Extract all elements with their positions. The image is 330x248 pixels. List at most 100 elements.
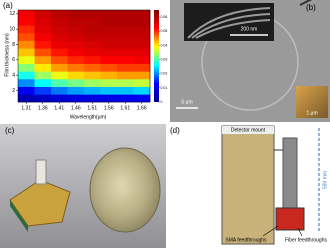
heatmap-cell bbox=[117, 71, 134, 80]
heatmap-cell bbox=[51, 40, 68, 49]
heatmap-cell bbox=[67, 94, 85, 103]
heatmap-cell bbox=[34, 63, 52, 72]
heatmap-cell bbox=[18, 33, 35, 41]
heatmap-cell bbox=[84, 71, 101, 80]
x-tick-label: 1.61 bbox=[120, 105, 130, 111]
heatmap-cell bbox=[18, 56, 35, 64]
heatmap-cell bbox=[67, 40, 85, 49]
y-tick-label: 2 bbox=[12, 88, 15, 94]
coin bbox=[89, 147, 161, 233]
heatmap-cell bbox=[100, 25, 118, 34]
heatmap-cell bbox=[67, 63, 85, 72]
x-tick-label: 1.36 bbox=[38, 105, 48, 111]
x-tick-label: 1.46 bbox=[71, 105, 81, 111]
heatmap-cell bbox=[100, 33, 118, 41]
plot-frame bbox=[17, 9, 151, 103]
heatmap-cell bbox=[117, 86, 134, 95]
heatmap-cell bbox=[133, 48, 151, 57]
annotation: SMA feedthroughs bbox=[225, 237, 267, 243]
heatmap-cell bbox=[67, 25, 85, 34]
x-tick-label: 1.51 bbox=[87, 105, 97, 111]
heatmap-cell bbox=[67, 56, 85, 64]
heatmap-cell bbox=[67, 71, 85, 80]
heatmap-cell bbox=[133, 40, 151, 49]
colorbar-tick-label: 0.02 bbox=[161, 72, 168, 76]
heatmap-cell bbox=[133, 79, 151, 87]
panel-label: (a) bbox=[3, 1, 13, 10]
heatmap-cell bbox=[84, 33, 101, 41]
heatmap-cell bbox=[18, 40, 35, 49]
heatmap-cell bbox=[133, 63, 151, 72]
heatmap-cell bbox=[117, 48, 134, 57]
x-tick-label: 1.66 bbox=[137, 105, 147, 111]
heatmap-cell bbox=[51, 25, 68, 34]
heatmap-cell bbox=[84, 94, 101, 103]
y-tick-label: 10 bbox=[9, 26, 15, 32]
heatmap-cell bbox=[100, 17, 118, 26]
annotation: Fiber feedthroughs bbox=[285, 237, 327, 243]
heatmap-cell bbox=[133, 94, 151, 103]
panel-label: (b) bbox=[306, 3, 316, 12]
annotation: Detector mount bbox=[231, 127, 266, 133]
heatmap-cell bbox=[67, 10, 85, 18]
heatmap-cell bbox=[34, 17, 52, 26]
heatmap-cell bbox=[117, 10, 134, 18]
annotation: 590 mm bbox=[322, 171, 328, 189]
colorbar-tick-label: 0.03 bbox=[161, 57, 168, 61]
heatmap-cell bbox=[18, 48, 35, 57]
scale-text: 1 μm bbox=[306, 110, 317, 116]
heatmap-cell bbox=[18, 71, 35, 80]
heatmap-cell bbox=[34, 10, 52, 18]
heatmap-cell bbox=[84, 40, 101, 49]
heatmap-cell bbox=[84, 86, 101, 95]
connector-pin bbox=[35, 159, 47, 185]
scale-text: 200 nm bbox=[241, 26, 258, 32]
heatmap-cell bbox=[133, 10, 151, 18]
heatmap-cell bbox=[51, 56, 68, 64]
heatmap-cell bbox=[100, 94, 118, 103]
heatmap-cell bbox=[18, 79, 35, 87]
heatmap-cell bbox=[100, 63, 118, 72]
heatmap-cell bbox=[100, 40, 118, 49]
heatmap-cell bbox=[34, 56, 52, 64]
heatmap-cell bbox=[84, 79, 101, 87]
heatmap-cell bbox=[84, 17, 101, 26]
cylinder bbox=[282, 137, 298, 211]
heatmap-cell bbox=[67, 86, 85, 95]
heatmap-cell bbox=[67, 48, 85, 57]
heatmap-cell bbox=[84, 10, 101, 18]
heatmap-cell bbox=[51, 71, 68, 80]
connector-base bbox=[10, 200, 28, 232]
heatmap-cell bbox=[117, 25, 134, 34]
heatmap-cell bbox=[18, 86, 35, 95]
panel-label: (d) bbox=[170, 126, 180, 135]
heatmap-cell bbox=[67, 79, 85, 87]
y-tick-label: 6 bbox=[12, 57, 15, 63]
heatmap-cell bbox=[34, 71, 52, 80]
colorbar-tick-label: 0.01 bbox=[161, 86, 168, 90]
x-tick-label: 1.41 bbox=[54, 105, 64, 111]
heatmap-cell bbox=[51, 63, 68, 72]
heatmap-cell bbox=[34, 79, 52, 87]
colorbar-tick-label: 0.04 bbox=[161, 43, 168, 47]
x-axis-label: Wavelength(μm) bbox=[70, 114, 107, 120]
heatmap-cell bbox=[34, 94, 52, 103]
heatmap-cell bbox=[84, 56, 101, 64]
heatmap-cell bbox=[51, 17, 68, 26]
y-axis-label: Film thickness (nm) bbox=[4, 33, 10, 77]
x-tick-label: 1.56 bbox=[104, 105, 114, 111]
heatmap-cell bbox=[133, 33, 151, 41]
heatmap-cell bbox=[100, 86, 118, 95]
y-tick-label: 12 bbox=[9, 11, 15, 17]
heatmap-cell bbox=[100, 79, 118, 87]
heatmap-cell bbox=[133, 56, 151, 64]
heatmap-cell bbox=[34, 86, 52, 95]
colorbar bbox=[154, 10, 159, 102]
heatmap-cell bbox=[34, 40, 52, 49]
heatmap-cell bbox=[100, 56, 118, 64]
colorbar-tick-label: 0 bbox=[161, 100, 163, 104]
heatmap-cell bbox=[133, 17, 151, 26]
heatmap-cell bbox=[84, 63, 101, 72]
heatmap-cell bbox=[84, 25, 101, 34]
